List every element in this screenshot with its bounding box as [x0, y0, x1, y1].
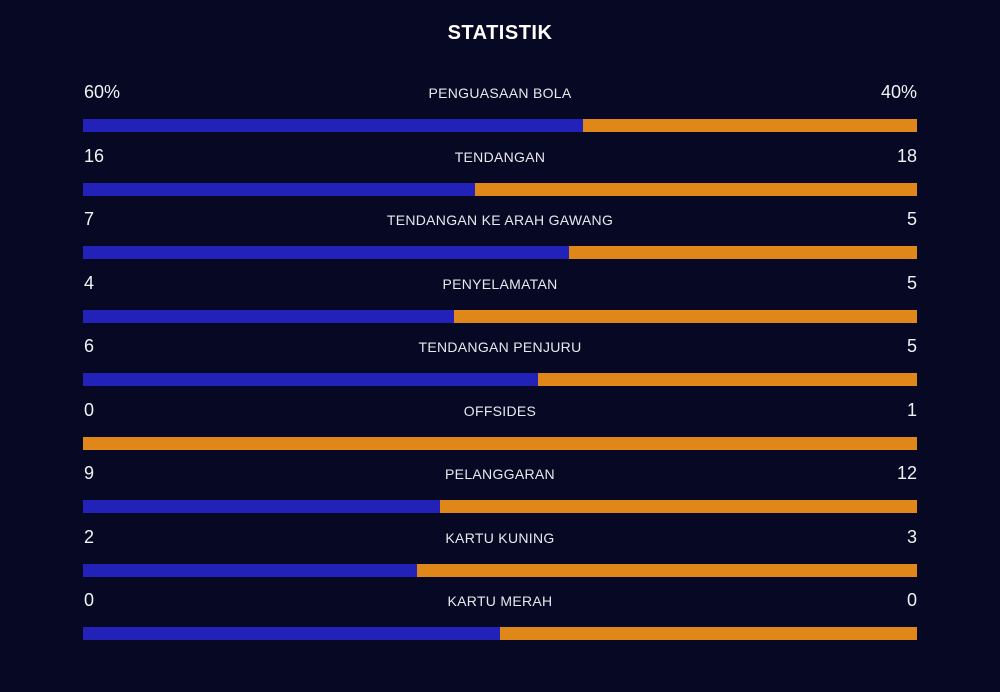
home-value: 16	[84, 145, 105, 166]
stat-label: TENDANGAN	[454, 148, 546, 165]
home-value: 2	[84, 526, 95, 547]
home-bar-fill	[83, 627, 500, 640]
away-value: 18	[896, 145, 917, 166]
stat-label: TENDANGAN KE ARAH GAWANG	[386, 212, 614, 228]
stat-row-shots-on-target: 7 TENDANGAN KE ARAH GAWANG 5	[83, 207, 917, 271]
stat-label: KARTU MERAH	[447, 593, 553, 609]
away-bar-fill	[83, 436, 917, 450]
comparison-bar	[83, 563, 917, 577]
away-bar-fill	[416, 563, 917, 577]
away-value: 5	[906, 209, 917, 229]
away-bar-fill	[537, 373, 917, 386]
stat-row-red-cards: 0 KARTU MERAH 0	[83, 588, 917, 652]
stat-label: KARTU KUNING	[445, 529, 555, 546]
away-value: 5	[906, 272, 917, 293]
home-value: 4	[84, 272, 95, 293]
home-bar-fill	[83, 246, 570, 259]
home-value: 7	[84, 209, 95, 229]
away-bar-fill	[583, 119, 917, 132]
comparison-bar	[83, 309, 917, 323]
stat-row-yellow-cards: 2 KARTU KUNING 3	[83, 525, 917, 589]
stat-row-fouls: 9 PELANGGARAN 12	[83, 461, 917, 525]
away-value: 40%	[880, 82, 917, 102]
comparison-bar	[83, 119, 917, 132]
stat-list: 60% PENGUASAAN BOLA 40% 16 TENDANGAN 18 …	[83, 80, 917, 652]
away-value: 12	[896, 463, 917, 483]
home-bar-fill	[83, 373, 538, 386]
home-value: 6	[84, 336, 95, 356]
home-bar-fill	[83, 182, 476, 196]
home-bar-fill	[83, 500, 441, 513]
stat-row-possession: 60% PENGUASAAN BOLA 40%	[83, 80, 917, 144]
away-bar-fill	[500, 627, 917, 640]
comparison-bar	[83, 182, 917, 196]
home-value: 0	[84, 590, 95, 610]
away-bar-fill	[475, 182, 917, 196]
stat-label: PENYELAMATAN	[442, 275, 558, 292]
comparison-bar	[83, 373, 917, 386]
away-value: 1	[906, 399, 917, 420]
home-value: 0	[84, 399, 95, 420]
stat-row-offsides: 0 OFFSIDES 1	[83, 398, 917, 462]
stat-row-shots: 16 TENDANGAN 18	[83, 144, 917, 208]
page-title: STATISTIK	[447, 22, 553, 44]
away-bar-fill	[569, 246, 917, 259]
stat-label: PENGUASAAN BOLA	[428, 85, 572, 101]
home-bar-fill	[83, 119, 584, 132]
stat-label: OFFSIDES	[463, 402, 537, 419]
comparison-bar	[83, 500, 917, 513]
comparison-bar	[83, 627, 917, 640]
away-value: 3	[906, 526, 917, 547]
stat-row-saves: 4 PENYELAMATAN 5	[83, 271, 917, 335]
away-value: 0	[906, 590, 917, 610]
home-bar-fill	[83, 309, 454, 323]
away-bar-fill	[440, 500, 917, 513]
away-bar-fill	[453, 309, 917, 323]
home-bar-fill	[83, 563, 417, 577]
away-value: 5	[906, 336, 917, 356]
comparison-bar	[83, 246, 917, 259]
stat-label: PELANGGARAN	[445, 466, 555, 482]
stat-row-corners: 6 TENDANGAN PENJURU 5	[83, 334, 917, 398]
stat-label: TENDANGAN PENJURU	[418, 339, 582, 355]
home-value: 9	[84, 463, 95, 483]
comparison-bar	[83, 436, 917, 450]
home-value: 60%	[84, 82, 121, 102]
